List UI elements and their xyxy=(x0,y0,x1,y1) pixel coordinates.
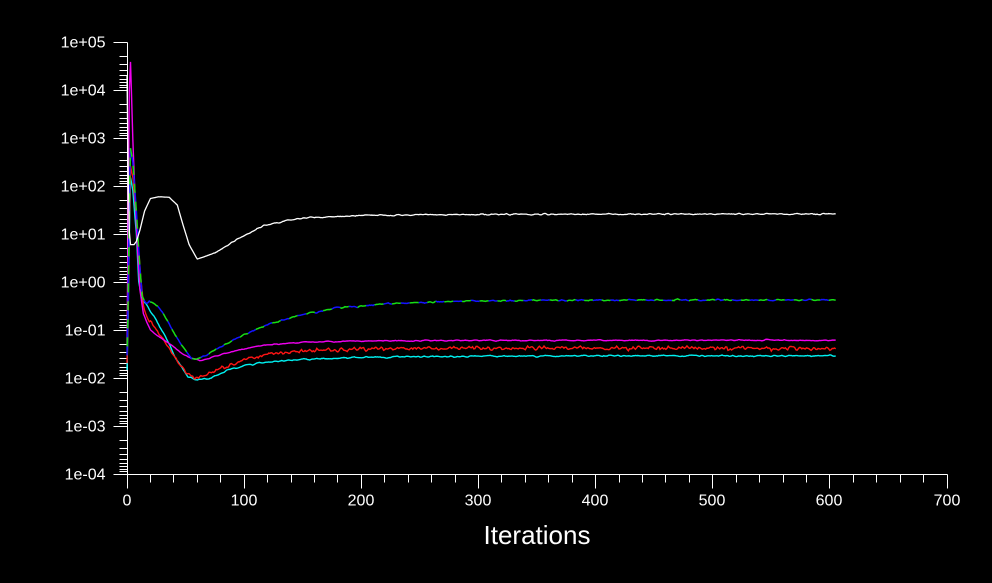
svg-text:1e+00: 1e+00 xyxy=(61,275,106,292)
svg-text:700: 700 xyxy=(934,493,961,510)
svg-text:1e-01: 1e-01 xyxy=(65,323,106,340)
svg-text:1e-03: 1e-03 xyxy=(65,419,106,436)
svg-text:1e-04: 1e-04 xyxy=(65,467,106,484)
svg-text:500: 500 xyxy=(699,493,726,510)
svg-text:600: 600 xyxy=(816,493,843,510)
svg-text:200: 200 xyxy=(348,493,375,510)
svg-text:1e+01: 1e+01 xyxy=(61,227,106,244)
svg-text:1e+03: 1e+03 xyxy=(61,131,106,148)
svg-text:1e+02: 1e+02 xyxy=(61,179,106,196)
svg-text:100: 100 xyxy=(231,493,258,510)
svg-text:400: 400 xyxy=(582,493,609,510)
svg-text:1e+04: 1e+04 xyxy=(61,83,106,100)
svg-text:1e+05: 1e+05 xyxy=(61,35,106,52)
svg-text:Iterations: Iterations xyxy=(484,520,591,550)
svg-text:1e-02: 1e-02 xyxy=(65,371,106,388)
svg-text:300: 300 xyxy=(465,493,492,510)
svg-text:0: 0 xyxy=(123,493,132,510)
